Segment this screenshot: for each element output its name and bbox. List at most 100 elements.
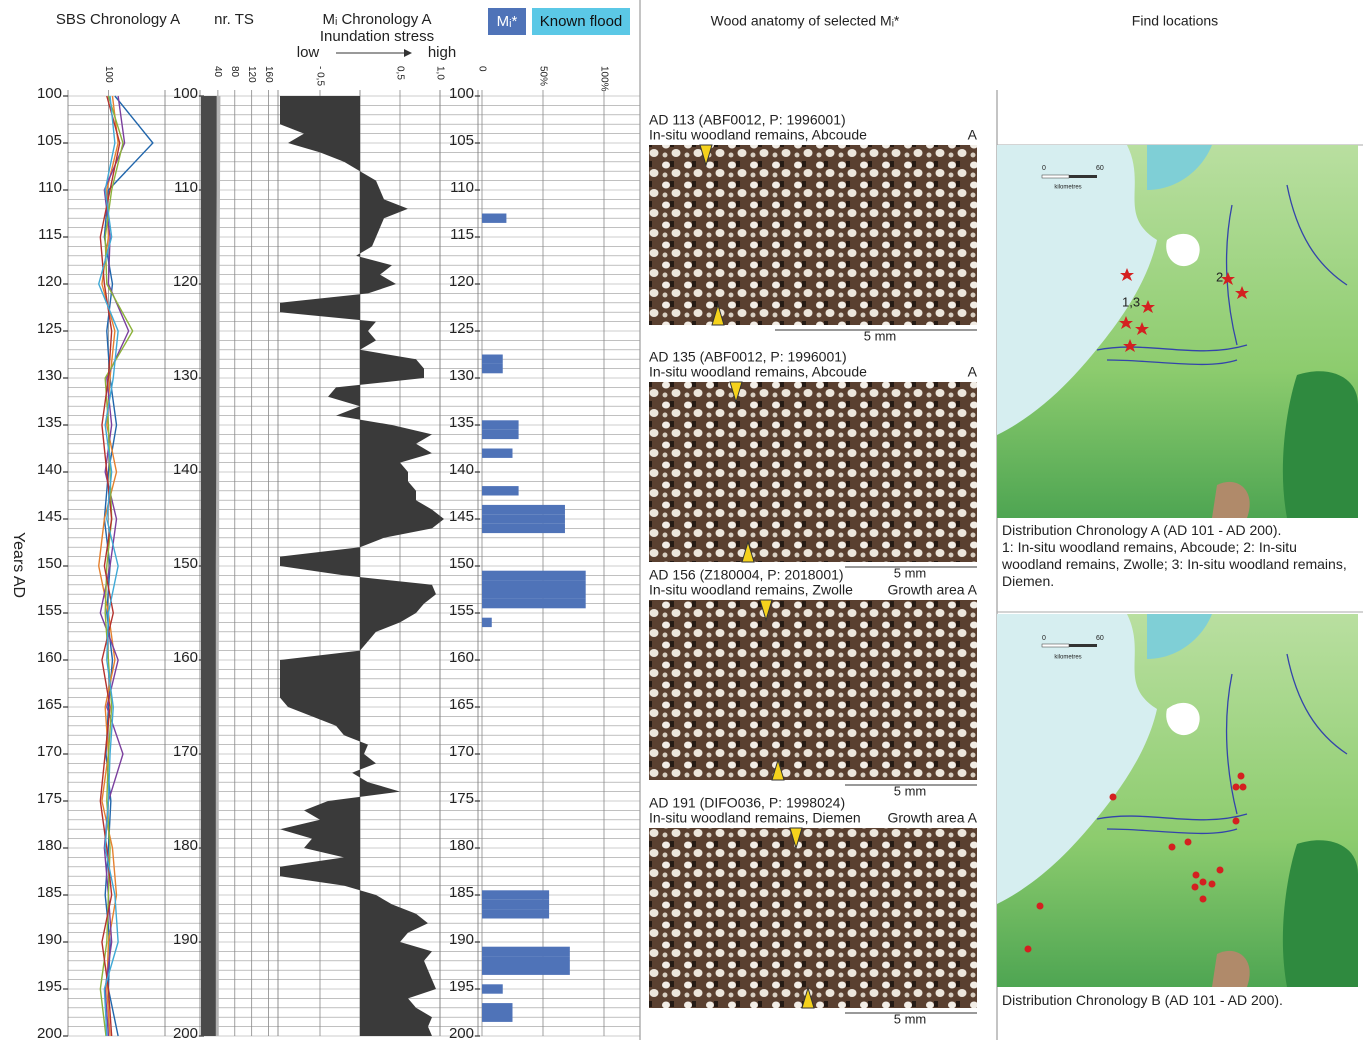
y-tick-label: 125 xyxy=(37,320,62,337)
bar xyxy=(482,514,565,523)
chart-subtitle: Inundation stress xyxy=(320,28,434,45)
y-tick-label: 160 xyxy=(449,649,474,666)
annotation: low xyxy=(297,44,320,61)
map-caption: Distribution Chronology B (AD 101 - AD 2… xyxy=(1002,992,1358,1009)
x-tick-label: 80 xyxy=(229,66,240,78)
bar xyxy=(482,364,503,373)
y-tick-label: 165 xyxy=(37,696,62,713)
y-tick-label: 110 xyxy=(450,179,474,196)
map-note: 1: In-situ woodland remains, Abcoude; 2:… xyxy=(1002,539,1358,590)
chart-title: nr. TS xyxy=(214,11,254,28)
series-area xyxy=(201,96,217,1036)
sample-corner: Growth area A xyxy=(888,582,978,598)
micrograph xyxy=(649,828,977,1008)
y-tick-label: 150 xyxy=(37,555,62,572)
y-tick-label: 130 xyxy=(449,367,474,384)
bar xyxy=(482,571,586,580)
scale-label: kilometres xyxy=(1054,655,1081,661)
micrograph xyxy=(649,600,977,780)
y-tick-label: 170 xyxy=(449,743,474,760)
y-tick-label: 150 xyxy=(173,555,198,572)
y-tick-label: 140 xyxy=(37,461,62,478)
scale-label: 5 mm xyxy=(894,1011,927,1026)
bar xyxy=(482,505,565,514)
y-tick-label: 120 xyxy=(37,273,62,290)
map-caption: Distribution Chronology A (AD 101 - AD 2… xyxy=(1002,522,1358,539)
x-tick-label: 160 xyxy=(263,66,274,83)
arrow-head xyxy=(404,49,412,57)
bar xyxy=(482,890,549,899)
sample-site: In-situ woodland remains, Zwolle xyxy=(649,582,853,598)
panel-title: Find locations xyxy=(1132,13,1218,29)
chart-title: SBS Chronology A xyxy=(56,11,180,28)
bar xyxy=(482,984,503,993)
bar xyxy=(482,590,586,599)
bar xyxy=(482,956,570,965)
sample-corner: A xyxy=(968,127,978,143)
legend-label: Mᵢ* xyxy=(497,13,518,30)
y-tick-label: 130 xyxy=(37,367,62,384)
y-tick-label: 125 xyxy=(449,320,474,337)
scale-label: 0 xyxy=(1042,165,1046,172)
y-tick-label: 130 xyxy=(173,367,198,384)
y-tick-label: 145 xyxy=(449,508,474,525)
y-tick-label: 200 xyxy=(37,1025,62,1040)
y-tick-label: 200 xyxy=(173,1025,198,1040)
x-tick-label: 0,5 xyxy=(394,66,405,80)
y-tick-label: 195 xyxy=(449,978,474,995)
y-tick-label: 160 xyxy=(37,649,62,666)
y-tick-label: 165 xyxy=(449,696,474,713)
sample-site: In-situ woodland remains, Abcoude xyxy=(649,364,867,380)
y-tick-label: 135 xyxy=(37,414,62,431)
y-tick-label: 185 xyxy=(37,884,62,901)
y-tick-label: 105 xyxy=(449,132,474,149)
y-tick-label: 155 xyxy=(449,602,474,619)
sample-label: AD 135 (ABF0012, P: 1996001) xyxy=(649,349,847,365)
y-tick-label: 200 xyxy=(449,1025,474,1040)
bar xyxy=(482,214,506,223)
map xyxy=(997,614,1358,987)
y-tick-label: 180 xyxy=(37,837,62,854)
scale-label: 60 xyxy=(1096,165,1104,172)
marker-label: 1,3 xyxy=(1122,294,1140,309)
y-tick-label: 120 xyxy=(173,273,198,290)
sample-site: In-situ woodland remains, Abcoude xyxy=(649,127,867,143)
y-tick-label: 110 xyxy=(174,179,198,196)
bar xyxy=(482,1003,513,1012)
chart-title: Mᵢ Chronology A xyxy=(322,11,431,28)
x-tick-label: 100% xyxy=(598,66,609,92)
y-tick-label: 150 xyxy=(449,555,474,572)
scale-label: 5 mm xyxy=(894,783,927,798)
bar xyxy=(482,618,492,627)
annotation: high xyxy=(428,44,456,61)
y-tick-label: 190 xyxy=(37,931,62,948)
y-tick-label: 155 xyxy=(37,602,62,619)
panel-title: Wood anatomy of selected Mᵢ* xyxy=(711,13,900,29)
bar xyxy=(482,449,513,458)
x-tick-label: 0 xyxy=(476,66,487,72)
page: Wood anatomy of selected Mᵢ* Find locati… xyxy=(0,0,1363,1040)
y-tick-label: 100 xyxy=(37,85,62,102)
x-tick-label: 100 xyxy=(103,66,114,83)
y-tick-label: 145 xyxy=(37,508,62,525)
y-tick-label: 190 xyxy=(449,931,474,948)
scale-label: 5 mm xyxy=(894,565,927,580)
y-tick-label: 110 xyxy=(38,179,62,196)
scale-label: 0 xyxy=(1042,635,1046,642)
x-tick-label: 120 xyxy=(246,66,257,83)
scale-label: kilometres xyxy=(1054,185,1081,191)
y-tick-label: 185 xyxy=(449,884,474,901)
y-tick-label: 195 xyxy=(37,978,62,995)
bar xyxy=(482,909,549,918)
y-tick-label: 180 xyxy=(173,837,198,854)
sample-label: AD 156 (Z180004, P: 2018001) xyxy=(649,567,844,583)
y-tick-label: 115 xyxy=(450,226,474,243)
scale-label: 5 mm xyxy=(864,328,897,343)
y-tick-label: 180 xyxy=(449,837,474,854)
y-tick-label: 115 xyxy=(38,226,62,243)
bar xyxy=(482,900,549,909)
y-tick-label: 100 xyxy=(173,85,198,102)
x-tick-label: 40 xyxy=(212,66,223,78)
y-tick-label: 175 xyxy=(449,790,474,807)
bar xyxy=(482,580,586,589)
